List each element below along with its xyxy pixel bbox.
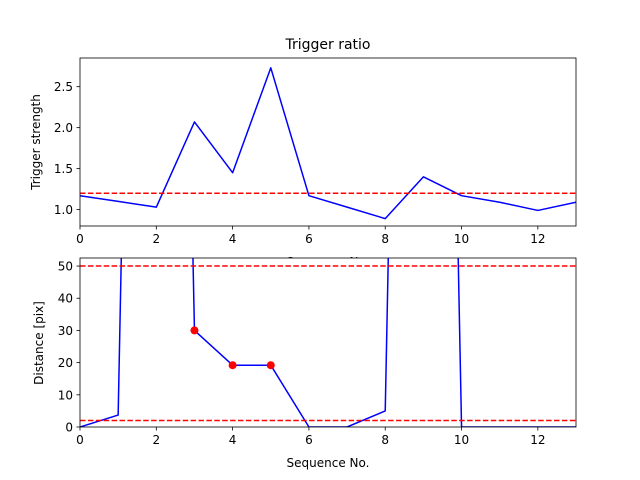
plot-background <box>80 258 576 427</box>
x-tick-label: 4 <box>229 232 237 246</box>
axes-frame <box>79 257 577 428</box>
x-tick-label: 6 <box>305 433 313 447</box>
y-tick-label: 2.0 <box>54 121 73 135</box>
x-tick-label: 2 <box>152 232 160 246</box>
x-tick-label: 8 <box>381 433 389 447</box>
x-tick-label: 10 <box>454 232 469 246</box>
y-tick-label: 50 <box>58 260 73 274</box>
chart-trigger-ratio: Trigger ratio Trigger strength Sequence … <box>29 37 577 269</box>
plot-area: 0 2 4 6 8 10 12 0 10 20 30 40 50 <box>58 257 577 447</box>
y-tick-label: 30 <box>58 324 73 338</box>
data-point-marker <box>266 361 275 370</box>
plot-area: 0 2 4 6 8 10 12 1.0 1.5 2.0 2.5 <box>54 57 577 246</box>
data-point-marker <box>228 361 237 370</box>
x-tick-label: 12 <box>530 232 545 246</box>
y-tick-label: 1.5 <box>54 162 73 176</box>
x-tick-label: 2 <box>152 433 160 447</box>
x-tick-label: 6 <box>305 232 313 246</box>
y-tick-label: 40 <box>58 292 73 306</box>
y-axis-label: Trigger strength <box>29 94 43 191</box>
y-axis-label: Distance [pix] <box>32 301 46 385</box>
chart-title: Trigger ratio <box>284 37 370 53</box>
y-tick-label: 20 <box>58 356 73 370</box>
plot-clip-group <box>80 258 576 427</box>
data-point-marker <box>190 326 199 335</box>
y-tick-label: 0 <box>65 421 73 435</box>
x-tick-label: 4 <box>229 433 237 447</box>
plot-clip-group <box>80 67 576 220</box>
y-tick-label: 2.5 <box>54 80 73 94</box>
axes-frame <box>79 57 577 227</box>
y-tick-label: 10 <box>58 388 73 402</box>
chart-distance: Distance [pix] Sequence No. 0 2 4 6 8 10 12 0 10… <box>32 257 577 470</box>
x-tick-label: 0 <box>76 433 84 447</box>
x-tick-label: 10 <box>454 433 469 447</box>
x-tick-label: 8 <box>381 232 389 246</box>
y-tick-label: 1.0 <box>54 203 73 217</box>
x-tick-label: 12 <box>530 433 545 447</box>
x-axis-label: Sequence No. <box>287 456 370 470</box>
x-tick-label: 0 <box>76 232 84 246</box>
